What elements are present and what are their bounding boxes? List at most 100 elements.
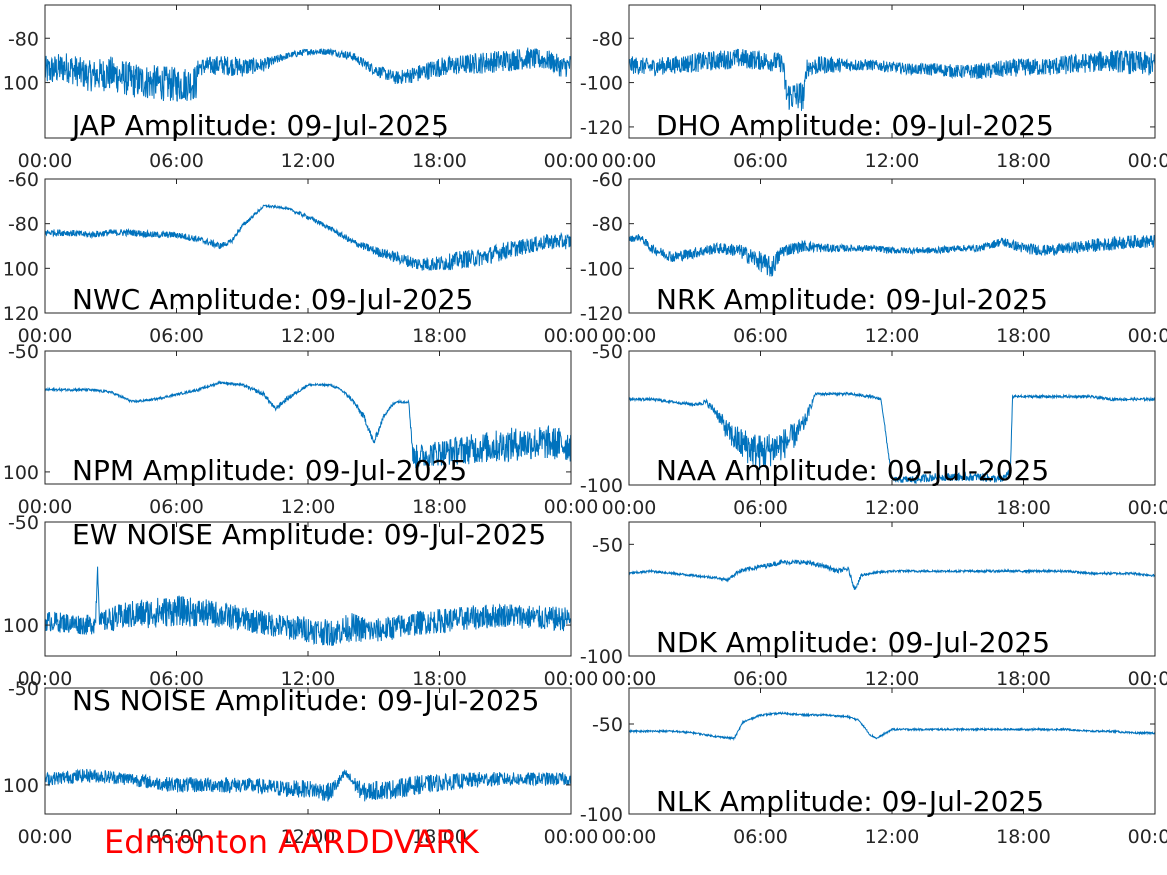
x-tick-label: 06:00 bbox=[149, 826, 204, 848]
x-tick-label: 00:00 bbox=[1128, 826, 1167, 848]
y-tick-label: -50 bbox=[8, 341, 39, 363]
y-tick-label: -100 bbox=[580, 73, 623, 95]
panel-title: EW NOISE Amplitude: 09-Jul-2025 bbox=[72, 518, 546, 551]
chart-panel: -60-80-100-12000:0006:0012:0018:0000:00N… bbox=[580, 169, 1167, 347]
x-tick-label: 00:00 bbox=[602, 150, 657, 172]
y-tick-label: -120 bbox=[580, 303, 623, 325]
x-tick-label: 00:00 bbox=[1128, 668, 1167, 690]
x-tick-label: 06:00 bbox=[149, 150, 204, 172]
chart-panel: -50 100 00:00 06:00 12:00 18:00 00:00 NS NOISE … bbox=[3, 678, 599, 848]
x-tick-label: 06:00 bbox=[733, 668, 788, 690]
series-line bbox=[45, 203, 571, 272]
x-tick-label: 12:00 bbox=[865, 497, 920, 519]
x-tick-label: 00:00 bbox=[602, 668, 657, 690]
x-tick-label: 00:00 bbox=[544, 668, 599, 690]
x-tick-label: 06:00 bbox=[733, 325, 788, 347]
station-footer-label: Edmonton AARDDVARK bbox=[104, 823, 480, 861]
panel-title: NRK Amplitude: 09-Jul-2025 bbox=[656, 283, 1048, 316]
y-tick-label: -100 bbox=[580, 258, 623, 280]
y-tick-label: 100 bbox=[3, 615, 39, 637]
x-tick-label: 12:00 bbox=[281, 150, 336, 172]
x-tick-label: 00:00 bbox=[602, 826, 657, 848]
chart-panels: -80 100 00:00 06:00 12:00 18:00 00:00 JAP Ampli… bbox=[3, 4, 1167, 848]
panel-title: NWC Amplitude: 09-Jul-2025 bbox=[72, 283, 473, 316]
x-tick-label: 18:00 bbox=[412, 150, 467, 172]
x-tick-label: 00:00 bbox=[18, 826, 73, 848]
chart-panel: -50 100 00:00 06:00 12:00 18:00 00:00 EW NOISE … bbox=[3, 512, 599, 690]
y-tick-label: 100 bbox=[3, 462, 39, 484]
x-tick-label: 18:00 bbox=[996, 497, 1051, 519]
x-tick-label: 18:00 bbox=[412, 496, 467, 518]
y-tick-label: -80 bbox=[8, 28, 39, 50]
series-line bbox=[629, 558, 1155, 590]
y-tick-label: 100 bbox=[3, 258, 39, 280]
panel-title: NAA Amplitude: 09-Jul-2025 bbox=[656, 454, 1049, 487]
chart-panel: -80 -100 -120 00:00 06:00 12:00 18:00 00:00 DHO … bbox=[580, 4, 1167, 172]
x-tick-label: 06:00 bbox=[733, 826, 788, 848]
x-tick-label: 00:00 bbox=[544, 826, 599, 848]
y-tick-label: -50 bbox=[592, 341, 623, 363]
series-line bbox=[629, 234, 1155, 277]
y-tick-label: 100 bbox=[3, 73, 39, 95]
panel-title: NPM Amplitude: 09-Jul-2025 bbox=[72, 454, 467, 487]
x-tick-label: 12:00 bbox=[281, 325, 336, 347]
panel-title: NLK Amplitude: 09-Jul-2025 bbox=[656, 785, 1044, 818]
x-tick-label: 18:00 bbox=[412, 826, 467, 848]
y-tick-label: -50 bbox=[592, 714, 623, 736]
y-tick-label: -100 bbox=[580, 475, 623, 497]
x-tick-label: 12:00 bbox=[865, 325, 920, 347]
x-tick-label: 00:00 bbox=[544, 325, 599, 347]
y-tick-label: -50 bbox=[8, 678, 39, 700]
panel-title: JAP Amplitude: 09-Jul-2025 bbox=[70, 109, 449, 142]
x-tick-label: 12:00 bbox=[865, 150, 920, 172]
x-tick-label: 00:00 bbox=[18, 325, 73, 347]
series-line bbox=[629, 710, 1155, 741]
y-tick-label: -100 bbox=[580, 804, 623, 826]
y-tick-label: 100 bbox=[3, 775, 39, 797]
y-tick-label: -50 bbox=[8, 512, 39, 534]
x-tick-label: 12:00 bbox=[281, 668, 336, 690]
x-tick-label: 00:00 bbox=[18, 668, 73, 690]
x-tick-label: 18:00 bbox=[996, 325, 1051, 347]
series-line bbox=[629, 391, 1155, 485]
chart-panel: -50 100 00:00 06:00 12:00 18:00 00:00 NPM Ampli… bbox=[3, 341, 599, 518]
x-tick-label: 18:00 bbox=[996, 150, 1051, 172]
x-tick-label: 12:00 bbox=[865, 826, 920, 848]
x-tick-label: 00:00 bbox=[1128, 497, 1167, 519]
x-tick-label: 12:00 bbox=[281, 496, 336, 518]
x-tick-label: 06:00 bbox=[733, 150, 788, 172]
x-tick-label: 00:00 bbox=[18, 150, 73, 172]
x-tick-label: 00:00 bbox=[602, 497, 657, 519]
series-line bbox=[45, 380, 571, 469]
x-tick-label: 06:00 bbox=[733, 497, 788, 519]
x-tick-label: 00:00 bbox=[18, 496, 73, 518]
panel-title: DHO Amplitude: 09-Jul-2025 bbox=[656, 109, 1054, 142]
series-line bbox=[629, 48, 1155, 111]
x-tick-label: 18:00 bbox=[996, 668, 1051, 690]
y-tick-label: -100 bbox=[580, 646, 623, 668]
y-tick-label: -50 bbox=[592, 534, 623, 556]
x-tick-label: 18:00 bbox=[412, 325, 467, 347]
x-tick-label: 00:00 bbox=[544, 150, 599, 172]
y-tick-label: -60 bbox=[592, 169, 623, 191]
x-tick-label: 18:00 bbox=[996, 826, 1051, 848]
series-line bbox=[45, 47, 571, 102]
x-tick-label: 00:00 bbox=[544, 496, 599, 518]
chart-panel: -80 100 00:00 06:00 12:00 18:00 00:00 JAP Ampli… bbox=[3, 4, 599, 172]
x-tick-label: 00:00 bbox=[602, 325, 657, 347]
x-tick-label: 06:00 bbox=[149, 325, 204, 347]
panel-title: NDK Amplitude: 09-Jul-2025 bbox=[656, 626, 1050, 659]
x-tick-label: 06:00 bbox=[149, 496, 204, 518]
x-tick-label: 12:00 bbox=[865, 668, 920, 690]
y-tick-label: -120 bbox=[580, 117, 623, 139]
x-tick-label: 00:00 bbox=[1128, 150, 1167, 172]
x-tick-label: 00:00 bbox=[1128, 325, 1167, 347]
y-tick-label: -80 bbox=[592, 28, 623, 50]
x-tick-label: 18:00 bbox=[412, 668, 467, 690]
y-tick-label: 120 bbox=[3, 303, 39, 325]
series-line bbox=[45, 566, 571, 646]
